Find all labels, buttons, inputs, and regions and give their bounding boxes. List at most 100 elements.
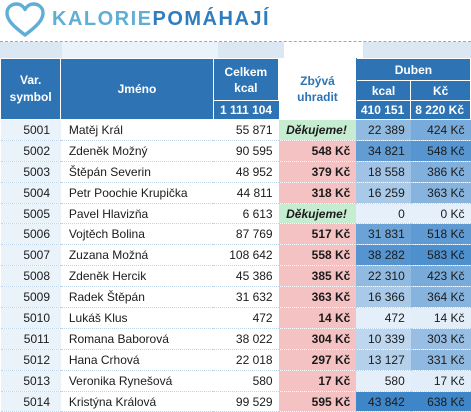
total-kcal-cell[interactable]: 31 632 [213, 286, 279, 309]
month-kc-cell[interactable]: 17 Kč [410, 370, 471, 392]
total-kcal-cell[interactable]: 108 642 [213, 244, 279, 267]
total-kcal-cell[interactable]: 580 [213, 370, 279, 392]
month-kc-cell[interactable]: 363 Kč [410, 182, 471, 204]
name-cell[interactable]: Štěpán Severin [60, 161, 214, 183]
table-row[interactable]: 5001 Matěj Král 55 871 Děkujeme! 22 389 424 K… [0, 119, 471, 141]
month-kc-cell[interactable]: 0 Kč [410, 203, 471, 225]
month-kc-cell[interactable]: 518 Kč [410, 223, 471, 246]
name-cell[interactable]: Vojtěch Bolina [60, 223, 214, 246]
var-symbol-cell[interactable]: 5013 [0, 370, 61, 392]
month-kcal-cell[interactable]: 31 831 [356, 223, 411, 246]
header-var-symbol[interactable]: Var. symbol [0, 58, 62, 120]
month-kcal-cell[interactable]: 472 [356, 307, 411, 329]
table-row[interactable]: 5013 Veronika Rynešová 580 17 Kč 580 17 Kč [0, 370, 471, 392]
var-symbol-cell[interactable]: 5014 [0, 391, 61, 412]
table-row[interactable]: 5007 Zuzana Možná 108 642 558 Kč 38 282 583 K… [0, 244, 471, 267]
month-kcal-cell[interactable]: 16 259 [356, 182, 411, 204]
name-cell[interactable]: Romana Baborová [60, 328, 214, 350]
month-kc-cell[interactable]: 583 Kč [410, 244, 471, 267]
total-kcal-cell[interactable]: 22 018 [213, 349, 279, 371]
table-row[interactable]: 5010 Lukáš Klus 472 14 Kč 472 14 Kč [0, 307, 471, 329]
month-kc-cell[interactable]: 303 Kč [410, 328, 471, 350]
month-kc-cell[interactable]: 386 Kč [410, 161, 471, 183]
month-kcal-cell[interactable]: 13 127 [356, 349, 411, 371]
table-row[interactable]: 5005 Pavel Hlavizňa 6 613 Děkujeme! 0 0 Kč [0, 203, 471, 225]
name-cell[interactable]: Lukáš Klus [60, 307, 214, 329]
remaining-cell[interactable]: 517 Kč [278, 223, 357, 246]
header-name[interactable]: Jméno [60, 58, 214, 120]
remaining-cell[interactable]: 14 Kč [278, 307, 357, 329]
var-symbol-cell[interactable]: 5003 [0, 161, 61, 183]
month-kc-cell[interactable]: 548 Kč [410, 140, 471, 162]
total-kcal-cell[interactable]: 38 022 [213, 328, 279, 350]
header-total-kcal[interactable]: Celkem kcal [212, 58, 280, 101]
table-row[interactable]: 5004 Petr Poochie Krupička 44 811 318 Kč 16 … [0, 182, 471, 204]
header-col-kc[interactable]: Kč [410, 80, 471, 101]
month-kcal-cell[interactable]: 580 [356, 370, 411, 392]
name-cell[interactable]: Zuzana Možná [60, 244, 214, 267]
month-kcal-cell[interactable]: 18 558 [356, 161, 411, 183]
month-kcal-cell[interactable]: 0 [356, 203, 411, 225]
name-cell[interactable]: Pavel Hlavizňa [60, 203, 214, 225]
table-row[interactable]: 5002 Zdeněk Možný 90 595 548 Kč 34 821 548 Kč [0, 140, 471, 162]
var-symbol-cell[interactable]: 5009 [0, 286, 61, 309]
month-kcal-cell[interactable]: 34 821 [356, 140, 411, 162]
total-kcal-cell[interactable]: 472 [213, 307, 279, 329]
remaining-cell[interactable]: 363 Kč [278, 286, 357, 309]
header-col-kcal[interactable]: kcal [355, 80, 412, 101]
name-cell[interactable]: Matěj Král [60, 119, 214, 141]
month-kcal-cell[interactable]: 22 389 [356, 119, 411, 141]
table-row[interactable]: 5003 Štěpán Severin 48 952 379 Kč 18 558 386 … [0, 161, 471, 183]
month-kcal-cell[interactable]: 38 282 [356, 244, 411, 267]
var-symbol-cell[interactable]: 5002 [0, 140, 61, 162]
month-kc-cell[interactable]: 424 Kč [410, 119, 471, 141]
month-kc-cell[interactable]: 14 Kč [410, 307, 471, 329]
remaining-cell[interactable]: 548 Kč [278, 140, 357, 162]
var-symbol-cell[interactable]: 5007 [0, 244, 61, 267]
month-kc-cell[interactable]: 364 Kč [410, 286, 471, 309]
month-kcal-cell[interactable]: 22 310 [356, 265, 411, 288]
header-remaining[interactable]: Zbývá uhradit [278, 58, 357, 120]
name-cell[interactable]: Petr Poochie Krupička [60, 182, 214, 204]
name-cell[interactable]: Veronika Rynešová [60, 370, 214, 392]
table-row[interactable]: 5011 Romana Baborová 38 022 304 Kč 10 339 303… [0, 328, 471, 350]
name-cell[interactable]: Zdeněk Hercik [60, 265, 214, 288]
table-row[interactable]: 5006 Vojtěch Bolina 87 769 517 Kč 31 831 518 … [0, 223, 471, 246]
header-month[interactable]: Duben [355, 58, 471, 81]
total-kcal-cell[interactable]: 99 529 [213, 391, 279, 412]
var-symbol-cell[interactable]: 5010 [0, 307, 61, 329]
remaining-cell[interactable]: 385 Kč [278, 265, 357, 288]
remaining-cell[interactable]: 558 Kč [278, 244, 357, 267]
month-kc-cell[interactable]: 423 Kč [410, 265, 471, 288]
table-row[interactable]: 5008 Zdeněk Hercik 45 386 385 Kč 22 310 423 K… [0, 265, 471, 288]
month-kc-cell[interactable]: 638 Kč [410, 391, 471, 412]
var-symbol-cell[interactable]: 5005 [0, 203, 61, 225]
var-symbol-cell[interactable]: 5008 [0, 265, 61, 288]
var-symbol-cell[interactable]: 5011 [0, 328, 61, 350]
var-symbol-cell[interactable]: 5001 [0, 119, 61, 141]
total-kcal-cell[interactable]: 90 595 [213, 140, 279, 162]
total-kcal-cell[interactable]: 87 769 [213, 223, 279, 246]
total-kcal-cell[interactable]: 44 811 [213, 182, 279, 204]
table-row[interactable]: 5014 Kristýna Králová 99 529 595 Kč 43 842 63… [0, 391, 471, 412]
total-kcal-cell[interactable]: 55 871 [213, 119, 279, 141]
var-symbol-cell[interactable]: 5004 [0, 182, 61, 204]
remaining-cell[interactable]: 318 Kč [278, 182, 357, 204]
remaining-cell[interactable]: 304 Kč [278, 328, 357, 350]
var-symbol-cell[interactable]: 5012 [0, 349, 61, 371]
remaining-cell[interactable]: 595 Kč [278, 391, 357, 412]
total-kcal-cell[interactable]: 48 952 [213, 161, 279, 183]
total-kcal-cell[interactable]: 45 386 [213, 265, 279, 288]
remaining-cell[interactable]: Děkujeme! [278, 119, 357, 141]
name-cell[interactable]: Kristýna Králová [60, 391, 214, 412]
name-cell[interactable]: Zdeněk Možný [60, 140, 214, 162]
table-row[interactable]: 5009 Radek Štěpán 31 632 363 Kč 16 366 364 Kč [0, 286, 471, 309]
month-kcal-cell[interactable]: 43 842 [356, 391, 411, 412]
month-kc-cell[interactable]: 331 Kč [410, 349, 471, 371]
month-kcal-cell[interactable]: 10 339 [356, 328, 411, 350]
name-cell[interactable]: Radek Štěpán [60, 286, 214, 309]
remaining-cell[interactable]: 297 Kč [278, 349, 357, 371]
name-cell[interactable]: Hana Crhová [60, 349, 214, 371]
table-row[interactable]: 5012 Hana Crhová 22 018 297 Kč 13 127 331 Kč [0, 349, 471, 371]
remaining-cell[interactable]: Děkujeme! [278, 203, 357, 225]
